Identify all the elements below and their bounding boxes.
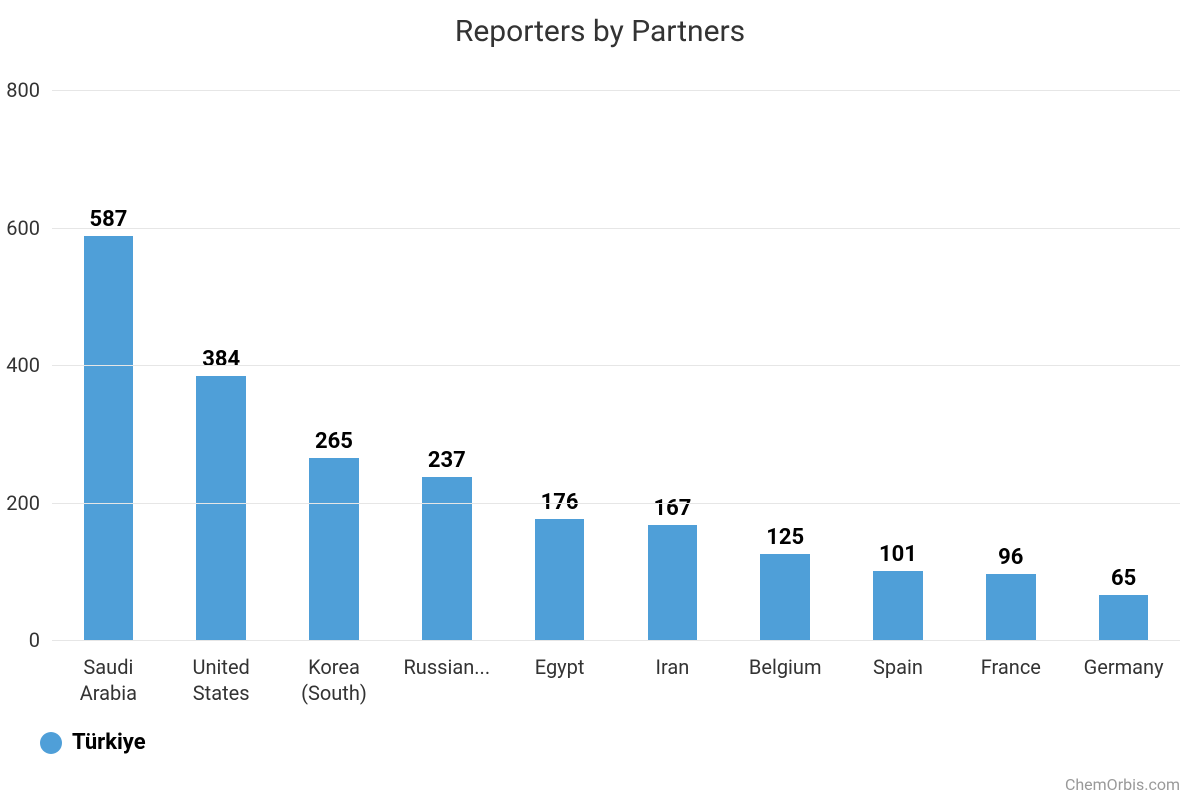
x-axis-tick: Russian... xyxy=(393,654,500,680)
y-axis-tick: 0 xyxy=(29,628,52,652)
plot-area: 5873842652371761671251019665 02004006008… xyxy=(52,90,1180,640)
x-axis-tick: Germany xyxy=(1070,654,1177,680)
bar: 167 xyxy=(648,525,698,640)
bar: 65 xyxy=(1099,595,1149,640)
x-axis-tick: France xyxy=(957,654,1064,680)
bar: 384 xyxy=(196,376,246,640)
bar: 265 xyxy=(309,458,359,640)
bar-value-label: 167 xyxy=(653,496,691,525)
bar-value-label: 384 xyxy=(202,347,240,376)
chart-container: Reporters by Partners 587 384 265 237 176 167… xyxy=(0,0,1200,800)
bar: 587 xyxy=(84,236,134,640)
gridline xyxy=(52,503,1180,504)
legend: Türkiye xyxy=(40,730,146,755)
y-axis-tick: 200 xyxy=(6,491,52,515)
bar: 101 xyxy=(873,571,923,640)
bar-value-label: 237 xyxy=(428,448,466,477)
bar: 176 xyxy=(535,519,585,640)
x-axis-tick: SaudiArabia xyxy=(55,654,162,706)
bar-value-label: 265 xyxy=(315,429,353,458)
bar-value-label: 587 xyxy=(89,207,127,236)
attribution-text: ChemOrbis.com xyxy=(1065,775,1180,794)
bar-value-label: 176 xyxy=(541,490,579,519)
legend-swatch xyxy=(40,732,62,754)
gridline xyxy=(52,228,1180,229)
legend-label: Türkiye xyxy=(72,730,146,755)
gridline xyxy=(52,90,1180,91)
x-axis-tick: UnitedStates xyxy=(168,654,275,706)
bar-value-label: 96 xyxy=(998,545,1023,574)
gridline xyxy=(52,365,1180,366)
y-axis-tick: 800 xyxy=(6,78,52,102)
bar-value-label: 101 xyxy=(879,542,917,571)
chart-title: Reporters by Partners xyxy=(20,14,1180,49)
x-axis-tick: Belgium xyxy=(732,654,839,680)
x-axis-tick: Spain xyxy=(844,654,951,680)
x-axis-tick: Egypt xyxy=(506,654,613,680)
x-axis-tick: Iran xyxy=(619,654,726,680)
y-axis-tick: 600 xyxy=(6,216,52,240)
bar: 237 xyxy=(422,477,472,640)
y-axis-tick: 400 xyxy=(6,353,52,377)
bar: 96 xyxy=(986,574,1036,640)
x-axis-tick: Korea(South) xyxy=(280,654,387,706)
bar-value-label: 125 xyxy=(766,525,804,554)
gridline xyxy=(52,640,1180,641)
bar: 125 xyxy=(760,554,810,640)
bar-value-label: 65 xyxy=(1111,566,1136,595)
